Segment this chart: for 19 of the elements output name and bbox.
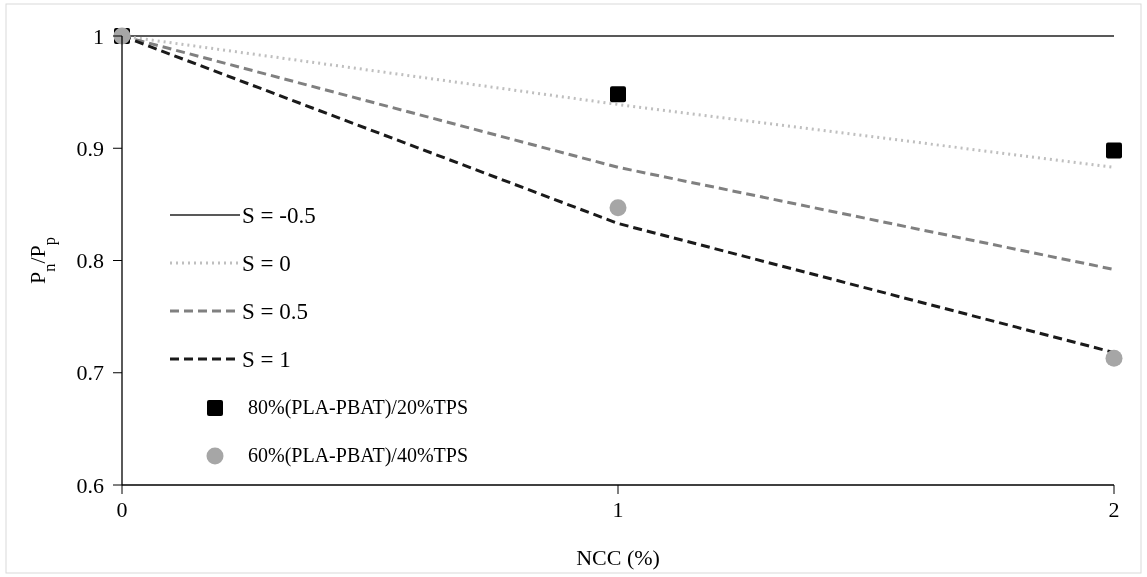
x-tick-label: 2 — [1108, 497, 1120, 522]
point — [1106, 142, 1122, 159]
legend-label: S = -0.5 — [242, 202, 316, 228]
x-axis-title: NCC (%) — [576, 545, 660, 570]
legend-label: S = 1 — [242, 346, 291, 372]
y-tick-label: 0.7 — [76, 360, 104, 386]
legend-label: S = 0.5 — [242, 298, 309, 324]
x-tick-label: 1 — [612, 497, 624, 522]
y-tick-label: 0.8 — [76, 248, 104, 273]
y-tick-label: 1 — [93, 23, 104, 49]
legend-label: 60%(PLA-PBAT)/40%TPS — [248, 444, 469, 467]
x-tick-label: 0 — [116, 497, 128, 522]
point — [610, 86, 626, 103]
point — [1105, 349, 1123, 367]
legend-label: 80%(PLA-PBAT)/20%TPS — [248, 396, 469, 419]
point — [609, 199, 627, 217]
y-tick-label: 0.9 — [76, 135, 104, 161]
y-tick-label: 0.6 — [76, 472, 104, 498]
legend-label: S = 0 — [242, 250, 291, 276]
